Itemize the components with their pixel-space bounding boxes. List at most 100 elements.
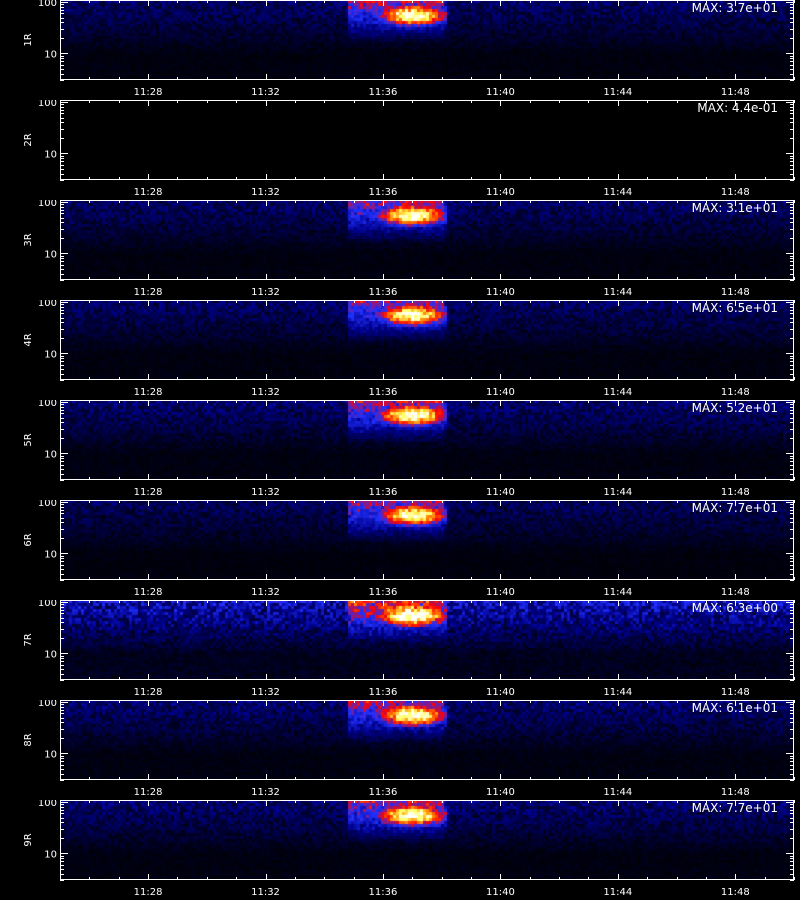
x-tick-label: 11:40: [486, 787, 515, 798]
detector-label: 7R: [23, 633, 34, 646]
axes-7R: 11:28 11:32 11:36 11:40 11:44 11:48 10 100 7R MAX…: [23, 600, 795, 698]
detector-label: 4R: [23, 333, 34, 346]
x-tick-label: 11:48: [721, 87, 750, 98]
x-tick-label: 11:36: [369, 387, 398, 398]
max-label: MAX: 6.5e+01: [692, 301, 778, 315]
x-tick-label: 11:32: [251, 87, 280, 98]
x-tick-label: 11:28: [134, 487, 163, 498]
max-label: MAX: 6.1e+01: [692, 701, 778, 715]
x-tick-label: 11:40: [486, 687, 515, 698]
y-tick-label: 100: [38, 0, 57, 9]
y-tick-label: 100: [38, 700, 57, 709]
y-tick-label: 10: [44, 249, 57, 260]
max-label: MAX: 7.7e+01: [692, 801, 778, 815]
x-tick-label: 11:28: [134, 387, 163, 398]
x-tick-label: 11:44: [603, 487, 632, 498]
y-tick-label: 10: [44, 449, 57, 460]
y-tick-label: 100: [38, 500, 57, 509]
heatmap-9R: [60, 800, 794, 880]
detector-label: 1R: [23, 33, 34, 46]
x-tick-label: 11:28: [134, 787, 163, 798]
x-tick-label: 11:28: [134, 287, 163, 298]
axes-8R: 11:28 11:32 11:36 11:40 11:44 11:48 10 100 8R MAX…: [23, 700, 795, 798]
x-tick-label: 11:44: [603, 787, 632, 798]
x-tick-label: 11:28: [134, 587, 163, 598]
x-tick-label: 11:48: [721, 287, 750, 298]
x-tick-label: 11:36: [369, 487, 398, 498]
plot-frame: [60, 700, 794, 780]
x-tick-label: 11:32: [251, 487, 280, 498]
x-tick-label: 11:32: [251, 287, 280, 298]
x-tick-label: 11:40: [486, 387, 515, 398]
y-tick-label: 10: [44, 149, 57, 160]
x-tick-label: 11:48: [721, 587, 750, 598]
axes-4R: 11:28 11:32 11:36 11:40 11:44 11:48 10 100 4R MAX…: [23, 300, 795, 398]
plot-frame: [60, 500, 794, 580]
detector-label: 9R: [23, 833, 34, 846]
y-tick-label: 100: [38, 200, 57, 209]
detector-label: 5R: [23, 433, 34, 446]
x-tick-label: 11:36: [369, 687, 398, 698]
x-tick-label: 11:28: [134, 887, 163, 898]
panel-5R: 11:28 11:32 11:36 11:40 11:44 11:48 10 100 5R MAX…: [0, 400, 800, 500]
y-tick-label: 100: [38, 300, 57, 309]
max-label: MAX: 6.3e+00: [692, 601, 778, 615]
y-tick-label: 10: [44, 349, 57, 360]
x-tick-label: 11:44: [603, 187, 632, 198]
plot-frame: [60, 0, 794, 80]
x-tick-label: 11:36: [369, 587, 398, 598]
x-tick-label: 11:40: [486, 87, 515, 98]
detector-label: 3R: [23, 233, 34, 246]
panel-1R: 11:28 11:32 11:36 11:40 11:44 11:48 10 100 1R MAX…: [0, 0, 800, 100]
x-tick-label: 11:48: [721, 187, 750, 198]
y-tick-label: 100: [38, 400, 57, 409]
x-tick-label: 11:36: [369, 87, 398, 98]
x-tick-label: 11:28: [134, 687, 163, 698]
heatmap-5R: [60, 400, 794, 480]
x-tick-label: 11:44: [603, 687, 632, 698]
x-tick-label: 11:40: [486, 587, 515, 598]
x-tick-label: 11:28: [134, 187, 163, 198]
y-tick-label: 10: [44, 749, 57, 760]
axes-1R: 11:28 11:32 11:36 11:40 11:44 11:48 10 100 1R MAX…: [23, 0, 795, 98]
panel-6R: 11:28 11:32 11:36 11:40 11:44 11:48 10 100 6R MAX…: [0, 500, 800, 600]
axes-3R: 11:28 11:32 11:36 11:40 11:44 11:48 10 100 3R MAX…: [23, 200, 795, 298]
axes-6R: 11:28 11:32 11:36 11:40 11:44 11:48 10 100 6R MAX…: [23, 500, 795, 598]
axes-5R: 11:28 11:32 11:36 11:40 11:44 11:48 10 100 5R MAX…: [23, 400, 795, 498]
x-tick-label: 11:44: [603, 387, 632, 398]
panel-7R: 11:28 11:32 11:36 11:40 11:44 11:48 10 100 7R MAX…: [0, 600, 800, 700]
x-tick-label: 11:48: [721, 687, 750, 698]
x-tick-label: 11:36: [369, 787, 398, 798]
x-tick-label: 11:32: [251, 787, 280, 798]
x-tick-label: 11:32: [251, 687, 280, 698]
max-label: MAX: 3.1e+01: [692, 201, 778, 215]
panel-9R: 11:28 11:32 11:36 11:40 11:44 11:48 10 100 9R MAX…: [0, 800, 800, 900]
x-tick-label: 11:44: [603, 887, 632, 898]
y-tick-label: 10: [44, 549, 57, 560]
x-tick-label: 11:28: [134, 87, 163, 98]
plot-frame: [60, 800, 794, 880]
x-tick-label: 11:48: [721, 487, 750, 498]
heatmap-2R: [60, 100, 794, 180]
x-tick-label: 11:40: [486, 887, 515, 898]
detector-label: 8R: [23, 733, 34, 746]
heatmap-7R: [60, 600, 794, 680]
x-tick-label: 11:44: [603, 287, 632, 298]
detector-label: 6R: [23, 533, 34, 546]
y-tick-label: 10: [44, 49, 57, 60]
x-tick-label: 11:36: [369, 287, 398, 298]
x-tick-label: 11:44: [603, 87, 632, 98]
heatmap-1R: [60, 0, 794, 80]
axes-2R: 11:28 11:32 11:36 11:40 11:44 11:48 10 100 2R MAX…: [23, 100, 795, 198]
x-tick-label: 11:48: [721, 787, 750, 798]
panel-3R: 11:28 11:32 11:36 11:40 11:44 11:48 10 100 3R MAX…: [0, 200, 800, 300]
max-label: MAX: 4.4e-01: [697, 101, 778, 115]
x-tick-label: 11:32: [251, 587, 280, 598]
panel-4R: 11:28 11:32 11:36 11:40 11:44 11:48 10 100 4R MAX…: [0, 300, 800, 400]
axes-9R: 11:28 11:32 11:36 11:40 11:44 11:48 10 100 9R MAX…: [23, 800, 795, 898]
y-tick-label: 100: [38, 800, 57, 809]
x-tick-label: 11:44: [603, 587, 632, 598]
x-tick-label: 11:36: [369, 187, 398, 198]
max-label: MAX: 3.7e+01: [692, 1, 778, 15]
